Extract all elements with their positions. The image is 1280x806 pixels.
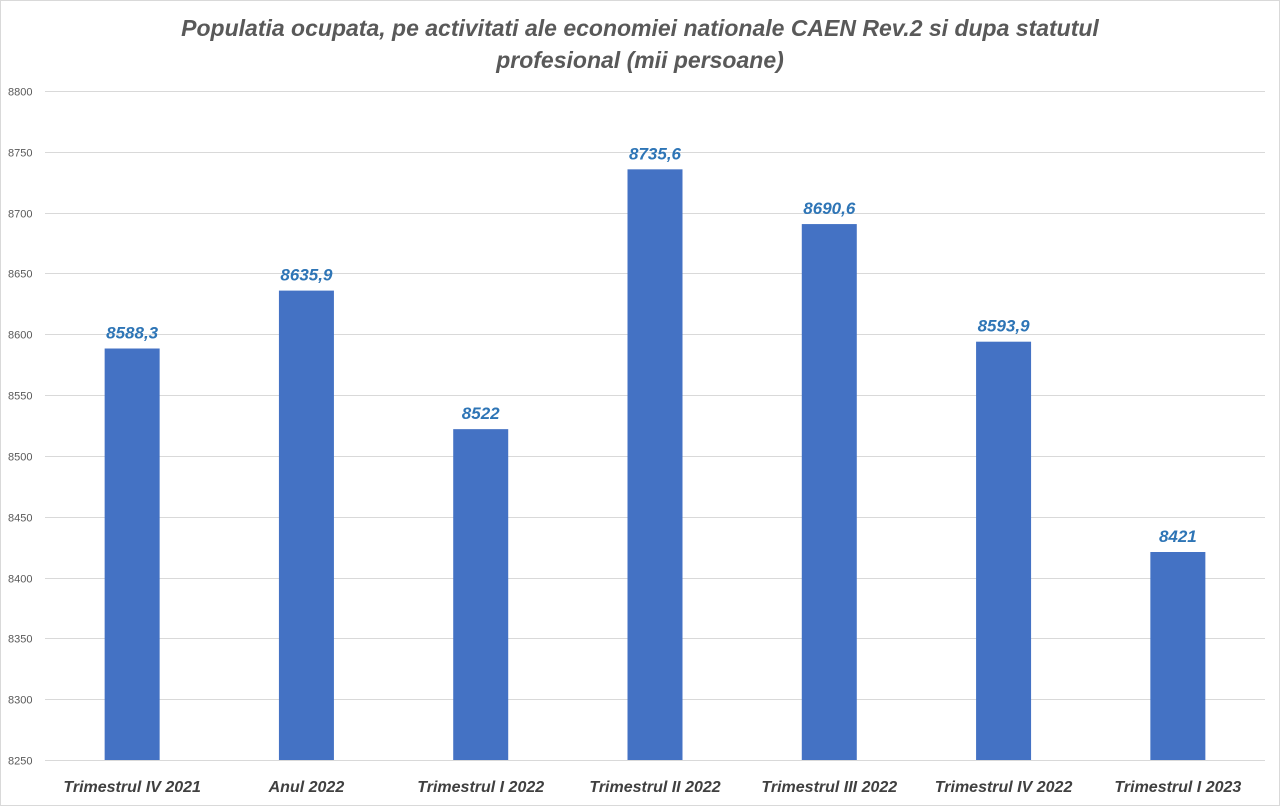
y-tick-label: 8350 xyxy=(8,634,32,646)
data-label: 8588,3 xyxy=(106,324,159,343)
bar xyxy=(627,169,683,761)
x-category-label: Trimestrul I 2022 xyxy=(417,779,544,796)
y-tick-label: 8400 xyxy=(8,574,32,586)
y-tick-label: 8550 xyxy=(8,391,32,403)
y-tick-label: 8600 xyxy=(8,330,32,342)
bar xyxy=(1150,552,1206,760)
x-axis-category-labels: Trimestrul IV 2021 Anul 2022 Trimestrul I … xyxy=(63,779,1241,796)
y-axis-tick-labels: 8250 8300 8350 8400 8450 8500 8550 8600 8650 8700… xyxy=(8,87,32,768)
x-category-label: Trimestrul III 2022 xyxy=(761,779,897,796)
y-tick-label: 8500 xyxy=(8,452,32,464)
bar xyxy=(104,348,160,760)
chart-title-line-2: profesional (mii persoane) xyxy=(496,47,784,73)
bar xyxy=(976,341,1032,760)
chart-title: Populatia ocupata, pe activitati ale eco… xyxy=(0,12,1280,76)
bar xyxy=(278,290,334,760)
bar xyxy=(453,429,509,760)
bars xyxy=(104,169,1206,761)
data-label: 8421 xyxy=(1159,527,1197,546)
x-category-label: Trimestrul II 2022 xyxy=(589,779,720,796)
data-label: 8690,6 xyxy=(803,199,856,218)
data-labels: 8588,3 8635,9 8522 8735,6 8690,6 8593,9 8421 xyxy=(106,144,1197,546)
x-category-label: Trimestrul IV 2021 xyxy=(63,779,201,796)
data-label: 8635,9 xyxy=(280,266,333,285)
y-tick-label: 8300 xyxy=(8,695,32,707)
y-tick-label: 8700 xyxy=(8,209,32,221)
data-label: 8593,9 xyxy=(978,317,1031,336)
x-category-label: Anul 2022 xyxy=(268,779,345,796)
x-category-label: Trimestrul I 2023 xyxy=(1114,779,1241,796)
bar xyxy=(801,224,857,760)
data-label: 8735,6 xyxy=(629,144,682,163)
y-tick-label: 8750 xyxy=(8,148,32,160)
chart-title-line-1: Populatia ocupata, pe activitati ale eco… xyxy=(181,15,1099,41)
y-tick-label: 8250 xyxy=(8,756,32,768)
x-category-label: Trimestrul IV 2022 xyxy=(935,779,1073,796)
y-tick-label: 8450 xyxy=(8,513,32,525)
y-tick-label: 8800 xyxy=(8,87,32,99)
y-tick-label: 8650 xyxy=(8,269,32,281)
data-label: 8522 xyxy=(462,404,500,423)
